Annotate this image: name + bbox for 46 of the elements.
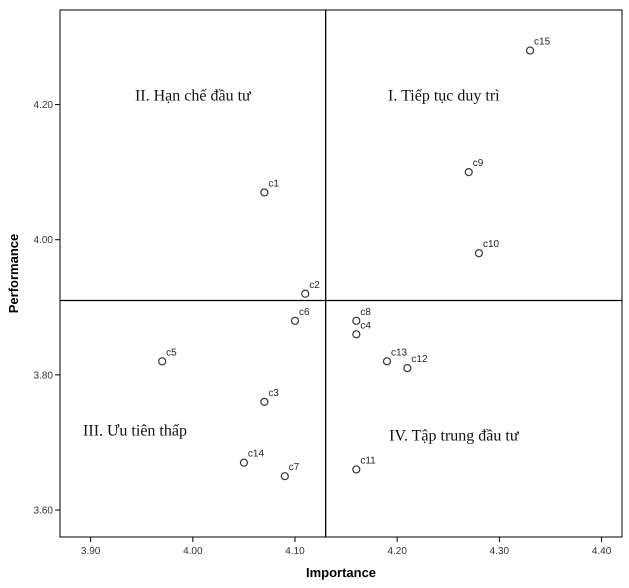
x-tick-label: 4.40: [592, 546, 612, 557]
point: [352, 465, 360, 474]
x-tick-label: 4.20: [387, 546, 408, 557]
data-label: c2: [309, 280, 320, 291]
data-label: c7: [288, 462, 300, 474]
y-tick-label: 3.80: [34, 370, 54, 382]
y-tick-label: 4.20: [34, 100, 54, 112]
x-tick-label: 4.00: [183, 546, 204, 557]
data-label: c4: [360, 320, 372, 332]
point: [301, 290, 310, 298]
data-label: c10: [482, 239, 500, 250]
data-label: c1: [268, 178, 280, 190]
point: [352, 316, 360, 325]
x-tick-label: 4.10: [285, 546, 306, 557]
data-label: c13: [390, 347, 408, 358]
x-tick-label: 4.30: [490, 546, 510, 557]
data-label: c12: [411, 354, 428, 366]
point: [403, 364, 412, 372]
point: [382, 357, 392, 366]
data-label: c3: [268, 388, 280, 399]
annotation: II. Hạn chế đầu tư: [134, 87, 252, 104]
data-label: c14: [248, 448, 264, 460]
y-tick-label: 4.00: [34, 235, 54, 246]
data-label: c15: [534, 36, 551, 48]
y-tick-label: 3.60: [34, 505, 54, 516]
point: [290, 316, 300, 325]
point: [526, 46, 534, 55]
point: [240, 458, 248, 467]
point: [280, 472, 289, 480]
data-label: c6: [299, 306, 310, 318]
point: [260, 398, 268, 406]
x-axis-title: Importance: [306, 565, 376, 580]
annotation: IV. Tập trung đầu tư: [389, 428, 520, 445]
y-axis-title: Performance: [6, 234, 21, 314]
data-label: c8: [360, 306, 372, 318]
data-label: c5: [166, 347, 178, 358]
point: [352, 330, 360, 338]
point: [474, 249, 484, 258]
annotation: III. Ưu tiên thấp: [83, 422, 187, 440]
annotation: I. Tiếp tục duy trì: [388, 87, 500, 104]
point: [260, 188, 268, 197]
data-label: c9: [472, 158, 484, 170]
point: [158, 357, 166, 366]
x-tick-label: 3.90: [80, 546, 101, 557]
data-label: c11: [360, 455, 376, 466]
point: [464, 168, 473, 176]
